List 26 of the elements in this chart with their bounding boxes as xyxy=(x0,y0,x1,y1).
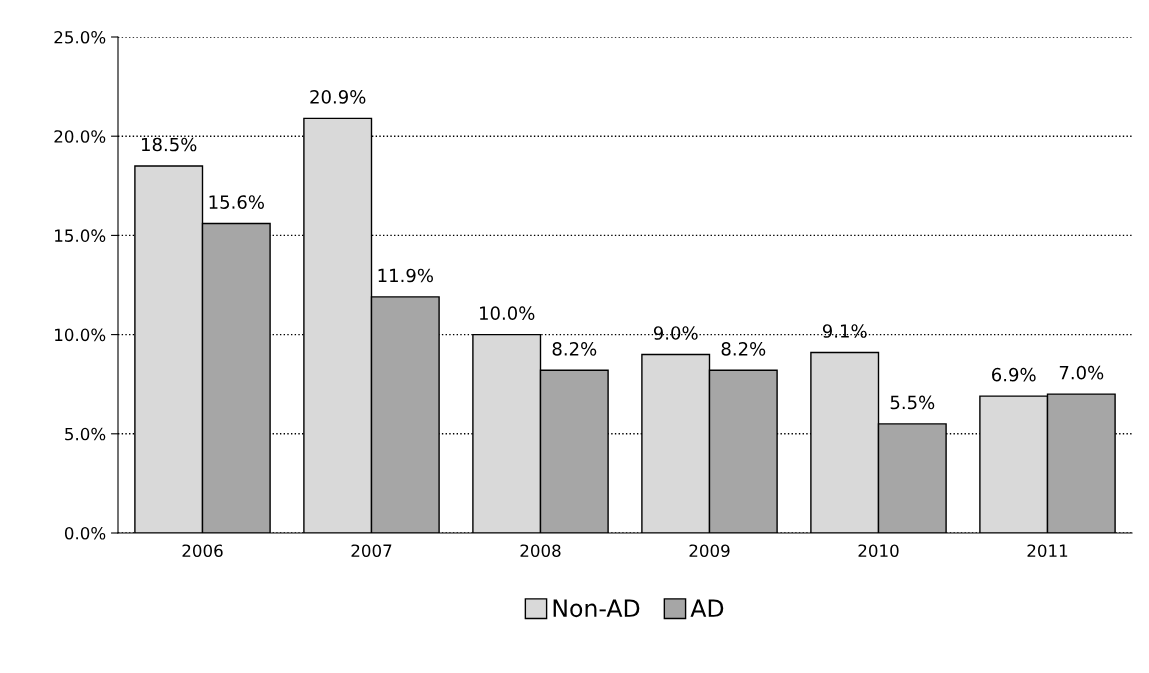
data-label: 10.0% xyxy=(480,306,535,320)
y-tick-label: 5.0% xyxy=(65,427,106,441)
data-label: 9.1% xyxy=(822,324,867,338)
data-label: 5.5% xyxy=(890,395,935,410)
legend-label: Non-AD xyxy=(553,599,640,618)
y-tick-label: 15.0% xyxy=(55,229,106,242)
data-label: 18.5% xyxy=(142,137,197,152)
y-tick-label: 25.0% xyxy=(54,30,106,44)
data-label: 8.2% xyxy=(721,342,766,356)
data-label: 9.0% xyxy=(653,326,698,340)
data-label: 15.6% xyxy=(209,195,264,209)
legend-label: AD xyxy=(690,599,724,617)
x-tick-label: 2006 xyxy=(182,544,223,558)
data-label: 6.9% xyxy=(992,367,1036,382)
x-tick-label: 2010 xyxy=(858,544,899,558)
data-label: 7.0% xyxy=(1059,365,1104,380)
y-tick-label: 20.0% xyxy=(54,130,106,143)
data-label: 11.9% xyxy=(378,268,433,283)
data-label: 8.2% xyxy=(552,342,597,356)
data-label: 20.9% xyxy=(310,90,366,104)
y-tick-label: 0.0% xyxy=(64,526,106,540)
x-tick-label: 2011 xyxy=(1027,544,1068,558)
x-tick-label: 2007 xyxy=(351,544,392,558)
y-tick-label: 10.0% xyxy=(55,328,106,342)
x-tick-label: 2009 xyxy=(689,544,730,558)
x-tick-label: 2008 xyxy=(520,544,561,558)
